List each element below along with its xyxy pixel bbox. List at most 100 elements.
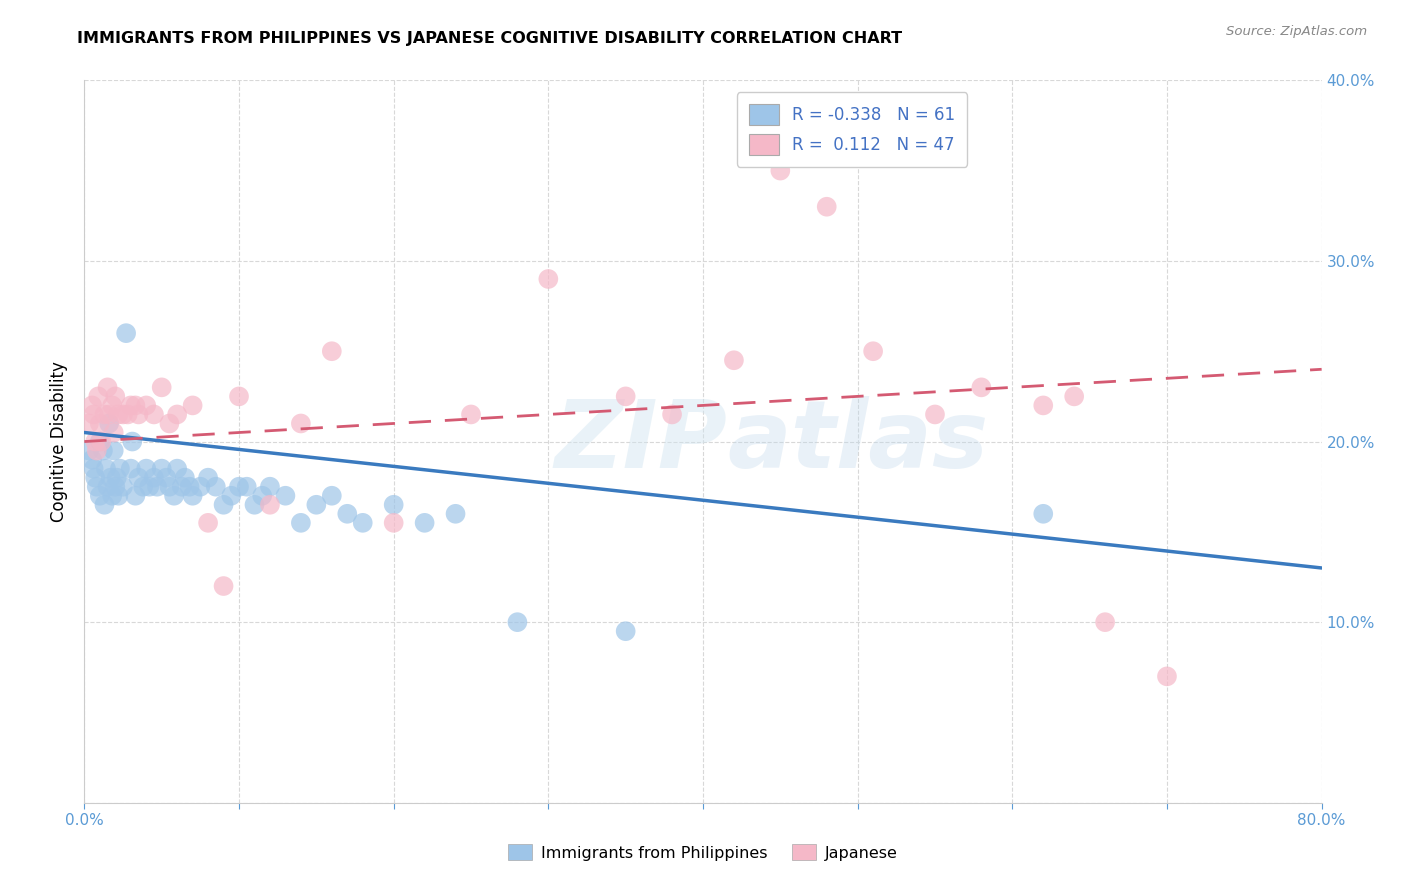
- Point: [82, 398, 104, 412]
- Point: [146, 480, 169, 494]
- Point: [83, 461, 105, 475]
- Point: [96, 380, 118, 394]
- Point: [120, 461, 142, 475]
- Point: [1032, 507, 1054, 521]
- Point: [336, 507, 359, 521]
- Point: [112, 480, 135, 494]
- Point: [1094, 615, 1116, 630]
- Point: [614, 624, 637, 639]
- Text: ZIP: ZIP: [555, 395, 728, 488]
- Point: [94, 461, 117, 475]
- Point: [83, 408, 105, 422]
- Point: [205, 480, 228, 494]
- Text: atlas: atlas: [728, 395, 988, 488]
- Point: [274, 489, 297, 503]
- Text: IMMIGRANTS FROM PHILIPPINES VS JAPANESE COGNITIVE DISABILITY CORRELATION CHART: IMMIGRANTS FROM PHILIPPINES VS JAPANESE …: [77, 31, 903, 46]
- Point: [290, 516, 312, 530]
- Point: [166, 408, 188, 422]
- Point: [143, 471, 166, 485]
- Point: [90, 434, 112, 449]
- Point: [197, 516, 219, 530]
- Point: [181, 489, 204, 503]
- Text: Source: ZipAtlas.com: Source: ZipAtlas.com: [1226, 25, 1367, 38]
- Point: [321, 489, 343, 503]
- Point: [93, 498, 115, 512]
- Point: [150, 380, 173, 394]
- Point: [212, 498, 235, 512]
- Point: [124, 489, 146, 503]
- Point: [181, 398, 204, 412]
- Point: [235, 480, 259, 494]
- Point: [382, 516, 405, 530]
- Point: [723, 353, 745, 368]
- Point: [537, 272, 560, 286]
- Point: [163, 489, 186, 503]
- Point: [101, 489, 124, 503]
- Point: [219, 489, 242, 503]
- Point: [661, 408, 683, 422]
- Point: [769, 163, 792, 178]
- Point: [174, 471, 197, 485]
- Point: [86, 480, 108, 494]
- Point: [1032, 398, 1054, 412]
- Point: [124, 398, 146, 412]
- Point: [132, 480, 155, 494]
- Point: [96, 480, 118, 494]
- Point: [91, 443, 114, 458]
- Point: [105, 471, 128, 485]
- Point: [259, 480, 281, 494]
- Point: [115, 326, 138, 340]
- Point: [107, 408, 129, 422]
- Point: [1156, 669, 1178, 683]
- Point: [138, 480, 160, 494]
- Point: [112, 408, 135, 422]
- Point: [212, 579, 235, 593]
- Point: [100, 471, 122, 485]
- Point: [127, 471, 149, 485]
- Point: [413, 516, 436, 530]
- Point: [135, 461, 157, 475]
- Point: [98, 408, 121, 422]
- Point: [159, 417, 180, 431]
- Point: [290, 417, 312, 431]
- Point: [104, 389, 127, 403]
- Point: [150, 461, 173, 475]
- Point: [77, 443, 100, 458]
- Point: [250, 489, 273, 503]
- Point: [143, 408, 166, 422]
- Point: [87, 389, 110, 403]
- Point: [1063, 389, 1085, 403]
- Point: [614, 389, 637, 403]
- Point: [101, 398, 124, 412]
- Point: [84, 434, 107, 449]
- Point: [127, 408, 149, 422]
- Point: [84, 471, 107, 485]
- Point: [103, 425, 125, 440]
- Point: [108, 461, 131, 475]
- Point: [228, 480, 250, 494]
- Point: [243, 498, 266, 512]
- Point: [352, 516, 374, 530]
- Point: [970, 380, 993, 394]
- Y-axis label: Cognitive Disability: Cognitive Disability: [51, 361, 69, 522]
- Point: [103, 443, 125, 458]
- Point: [121, 434, 143, 449]
- Point: [120, 398, 142, 412]
- Point: [89, 434, 111, 449]
- Point: [89, 489, 111, 503]
- Point: [228, 389, 250, 403]
- Point: [77, 417, 100, 431]
- Point: [86, 443, 108, 458]
- Point: [444, 507, 467, 521]
- Point: [862, 344, 884, 359]
- Point: [188, 480, 211, 494]
- Point: [170, 480, 193, 494]
- Point: [155, 471, 177, 485]
- Point: [159, 480, 180, 494]
- Point: [98, 417, 121, 431]
- Point: [166, 461, 188, 475]
- Point: [460, 408, 482, 422]
- Point: [93, 408, 115, 422]
- Point: [117, 408, 139, 422]
- Point: [104, 480, 127, 494]
